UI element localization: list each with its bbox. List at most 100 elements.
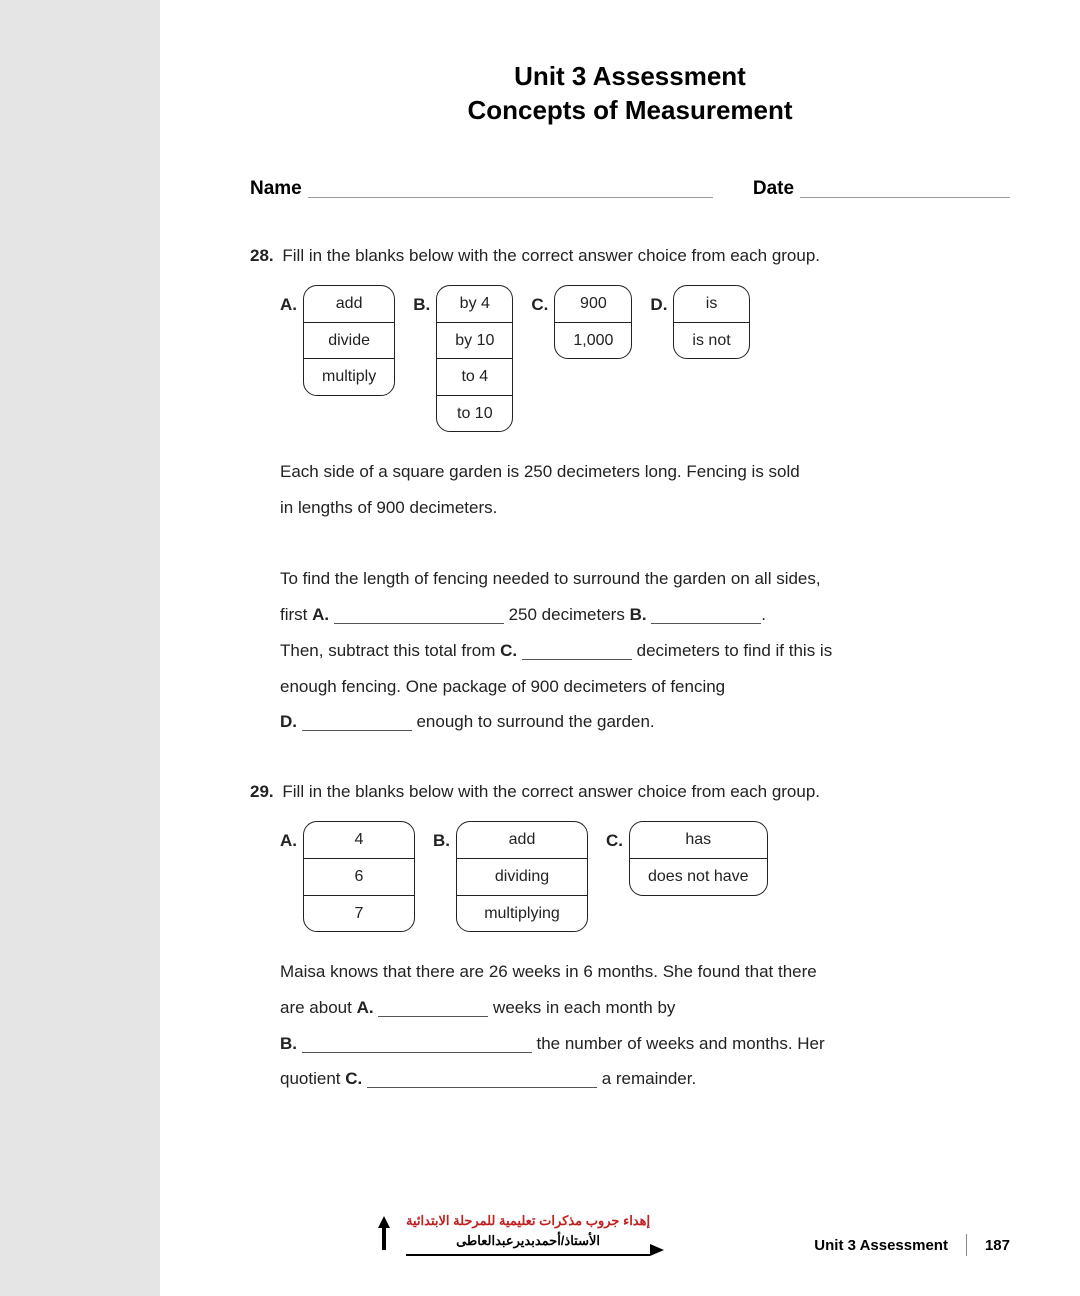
q29-line-b: B. the number of weeks and months. Her [280, 1026, 1010, 1062]
name-label: Name [250, 178, 302, 200]
q29-number: 29. [250, 782, 274, 801]
text: enough to surround the garden. [416, 712, 654, 731]
q28-line-enough: enough fencing. One package of 900 decim… [280, 669, 1010, 705]
choice-option: multiplying [457, 896, 587, 932]
footer-divider [966, 1234, 967, 1256]
q28-group-b: B. by 4 by 10 to 4 to 10 [413, 285, 513, 432]
footer-unit: Unit 3 Assessment [814, 1237, 948, 1254]
group-label-c: C. [531, 285, 548, 320]
name-date-row: Name Date [250, 178, 1010, 200]
choice-option: 6 [304, 859, 414, 896]
text: Then, subtract this total from [280, 641, 495, 660]
choice-option: dividing [457, 859, 587, 896]
q28-box-a: add divide multiply [303, 285, 395, 396]
blank-d[interactable] [302, 730, 412, 731]
date-blank[interactable] [800, 197, 1010, 198]
label-a: A. [312, 605, 329, 624]
choice-option: 900 [555, 286, 631, 323]
choice-option: add [457, 822, 587, 859]
q28-box-b: by 4 by 10 to 4 to 10 [436, 285, 513, 432]
blank-a[interactable] [334, 623, 504, 624]
q28-line-a: first A. 250 decimeters B. . [280, 597, 1010, 633]
choice-option: add [304, 286, 394, 323]
q29-line-c: quotient C. a remainder. [280, 1061, 1010, 1097]
q29-instruction: Fill in the blanks below with the correc… [282, 782, 820, 801]
choice-option: multiply [304, 359, 394, 395]
q28-group-c: C. 900 1,000 [531, 285, 632, 359]
group-label-b: B. [413, 285, 430, 320]
credit-line-1: إهداء جروب مذكرات تعليمية للمرحلة الابتد… [406, 1211, 650, 1231]
choice-option: 4 [304, 822, 414, 859]
blank-b[interactable] [651, 623, 761, 624]
text: 250 decimeters [509, 605, 625, 624]
choice-option: has [630, 822, 767, 859]
credit-box: إهداء جروب مذكرات تعليمية للمرحلة الابتد… [370, 1211, 650, 1256]
q28-line-d: D. enough to surround the garden. [280, 704, 1010, 740]
q29-choices: A. 4 6 7 B. add dividing multiplying C. … [280, 821, 1010, 932]
q28-line-c: Then, subtract this total from C. decime… [280, 633, 1010, 669]
q28-group-d: D. is is not [650, 285, 749, 359]
q28-box-d: is is not [673, 285, 749, 359]
group-label-b: B. [433, 821, 450, 856]
q29-group-a: A. 4 6 7 [280, 821, 415, 932]
label-b: B. [280, 1034, 297, 1053]
title-line-1: Unit 3 Assessment [250, 60, 1010, 94]
text: the number of weeks and months. Her [536, 1034, 824, 1053]
choice-option: 1,000 [555, 323, 631, 359]
page-number-block: Unit 3 Assessment 187 [814, 1234, 1010, 1256]
credit-line-2: الأستاذ/أحمدبديرعبدالعاطى [406, 1231, 650, 1251]
choice-option: by 10 [437, 323, 512, 360]
question-28: 28. Fill in the blanks below with the co… [250, 240, 1010, 740]
label-d: D. [280, 712, 297, 731]
choice-option: to 4 [437, 359, 512, 396]
q29-group-b: B. add dividing multiplying [433, 821, 588, 932]
q28-box-c: 900 1,000 [554, 285, 632, 359]
text: a remainder. [602, 1069, 697, 1088]
blank-c[interactable] [367, 1087, 597, 1088]
text: quotient [280, 1069, 341, 1088]
choice-option: divide [304, 323, 394, 360]
label-a: A. [357, 998, 374, 1017]
choice-option: by 4 [437, 286, 512, 323]
text: first [280, 605, 307, 624]
q29-box-c: has does not have [629, 821, 768, 895]
choice-option: is not [674, 323, 748, 359]
q28-instruction: Fill in the blanks below with the correc… [282, 246, 820, 265]
label-c: C. [500, 641, 517, 660]
q29-group-c: C. has does not have [606, 821, 768, 895]
group-label-d: D. [650, 285, 667, 320]
text: weeks in each month by [493, 998, 675, 1017]
choice-option: 7 [304, 896, 414, 932]
label-c: C. [345, 1069, 362, 1088]
page-title: Unit 3 Assessment Concepts of Measuremen… [250, 60, 1010, 128]
blank-a[interactable] [378, 1016, 488, 1017]
choice-option: is [674, 286, 748, 323]
name-blank[interactable] [308, 197, 713, 198]
q29-p1: Maisa knows that there are 26 weeks in 6… [280, 954, 1010, 990]
blank-c[interactable] [522, 659, 632, 660]
choice-option: does not have [630, 859, 767, 895]
q28-group-a: A. add divide multiply [280, 285, 395, 396]
page-footer: إهداء جروب مذكرات تعليمية للمرحلة الابتد… [160, 1211, 1080, 1256]
footer-page-number: 187 [985, 1237, 1010, 1254]
q28-number: 28. [250, 246, 274, 265]
q28-choices: A. add divide multiply B. by 4 by 10 to … [280, 285, 1010, 432]
group-label-a: A. [280, 821, 297, 856]
date-label: Date [753, 178, 794, 200]
blank-b[interactable] [302, 1052, 532, 1053]
group-label-c: C. [606, 821, 623, 856]
q28-body: Each side of a square garden is 250 deci… [280, 454, 1010, 740]
label-b: B. [630, 605, 647, 624]
credit-text: إهداء جروب مذكرات تعليمية للمرحلة الابتد… [406, 1211, 650, 1256]
text: . [761, 605, 766, 624]
text: are about [280, 998, 352, 1017]
q28-p1: Each side of a square garden is 250 deci… [280, 454, 800, 525]
q29-line-a: are about A. weeks in each month by [280, 990, 1010, 1026]
text: decimeters to find if this is [637, 641, 833, 660]
title-line-2: Concepts of Measurement [250, 94, 1010, 128]
q29-body: Maisa knows that there are 26 weeks in 6… [280, 954, 1010, 1097]
q29-box-a: 4 6 7 [303, 821, 415, 932]
pen-icon [370, 1214, 398, 1254]
choice-option: to 10 [437, 396, 512, 432]
q28-p2: To find the length of fencing needed to … [280, 561, 1010, 597]
